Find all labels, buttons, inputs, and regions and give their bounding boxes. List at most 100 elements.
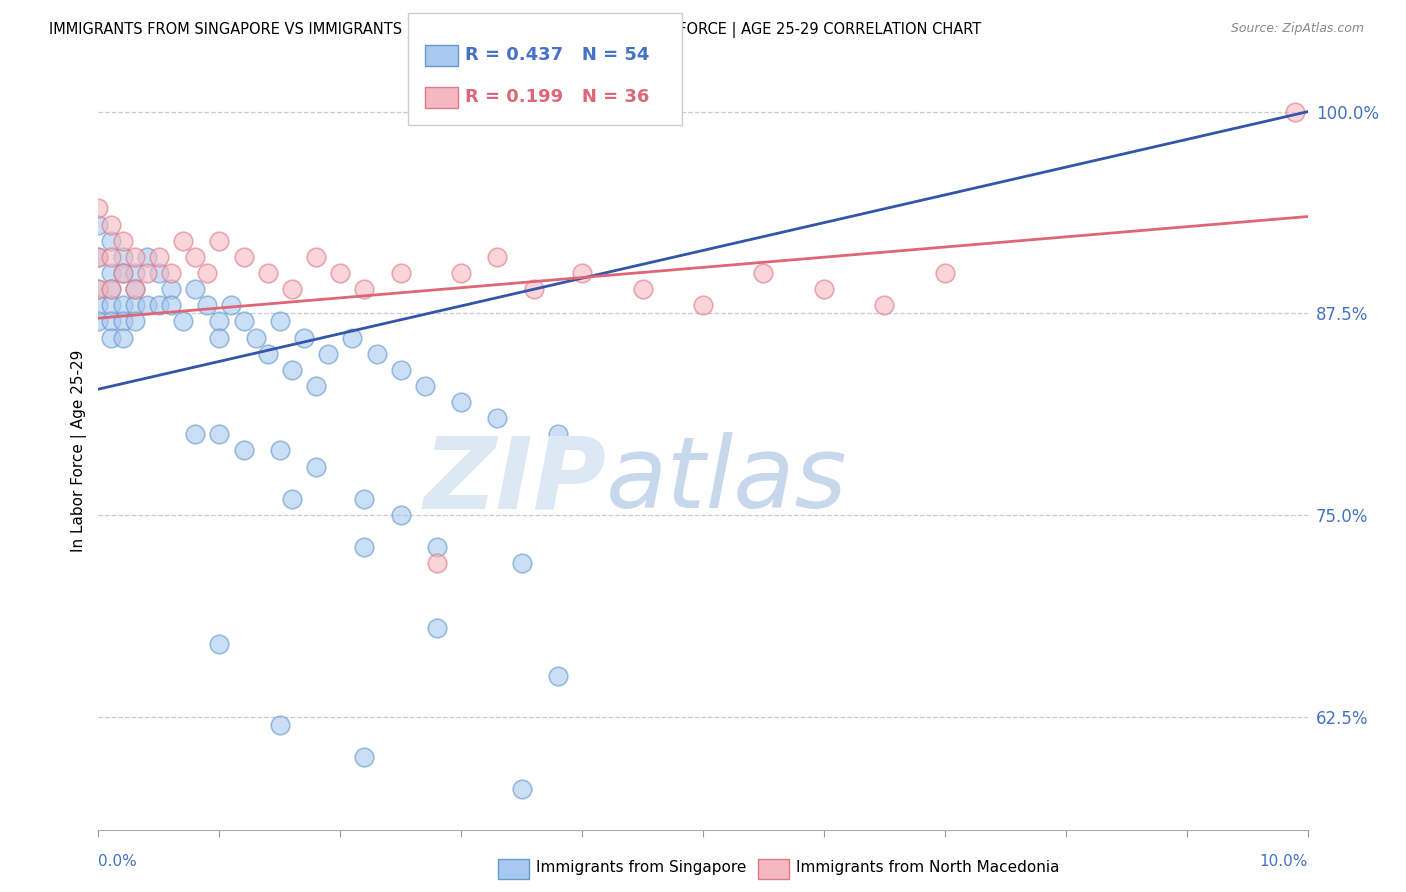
Point: [547, 427, 569, 442]
Point: [389, 508, 412, 522]
Text: R = 0.199   N = 36: R = 0.199 N = 36: [465, 88, 650, 106]
Text: Immigrants from North Macedonia: Immigrants from North Macedonia: [796, 861, 1059, 875]
Point: [100, 298, 122, 312]
Point: [353, 491, 375, 506]
Point: [124, 314, 146, 328]
Point: [426, 541, 449, 555]
Point: [100, 266, 122, 280]
Point: [111, 266, 134, 280]
Point: [523, 282, 546, 296]
Point: [124, 250, 146, 264]
Point: [813, 282, 835, 296]
Point: [100, 330, 122, 344]
Point: [342, 330, 364, 344]
Point: [184, 427, 207, 442]
Point: [148, 298, 170, 312]
Point: [547, 669, 569, 683]
Point: [87, 202, 110, 216]
Point: [245, 330, 267, 344]
Point: [232, 250, 254, 264]
Point: [148, 266, 170, 280]
Point: [631, 282, 654, 296]
Point: [184, 250, 207, 264]
Point: [426, 557, 449, 571]
Point: [195, 298, 218, 312]
Text: 0.0%: 0.0%: [98, 854, 138, 869]
Point: [1284, 104, 1306, 119]
Point: [208, 314, 231, 328]
Point: [184, 282, 207, 296]
Point: [160, 282, 183, 296]
Text: 10.0%: 10.0%: [1260, 854, 1308, 869]
Point: [305, 459, 328, 474]
Point: [752, 266, 775, 280]
Point: [281, 282, 304, 296]
Point: [450, 266, 472, 280]
Point: [208, 330, 231, 344]
Point: [135, 250, 157, 264]
Point: [208, 637, 231, 651]
Point: [389, 266, 412, 280]
Point: [486, 411, 509, 425]
Point: [571, 266, 593, 280]
Point: [87, 250, 110, 264]
Point: [256, 266, 278, 280]
Text: ZIP: ZIP: [423, 433, 606, 529]
Point: [486, 250, 509, 264]
Point: [269, 443, 291, 458]
Point: [934, 266, 956, 280]
Point: [87, 314, 110, 328]
Point: [269, 717, 291, 731]
Point: [510, 557, 533, 571]
Point: [160, 298, 183, 312]
Point: [100, 282, 122, 296]
Point: [100, 250, 122, 264]
Text: R = 0.437   N = 54: R = 0.437 N = 54: [465, 46, 650, 64]
Point: [111, 266, 134, 280]
Point: [100, 234, 122, 248]
Point: [413, 379, 436, 393]
Point: [111, 314, 134, 328]
Point: [269, 314, 291, 328]
Point: [135, 266, 157, 280]
Point: [208, 234, 231, 248]
Y-axis label: In Labor Force | Age 25-29: In Labor Force | Age 25-29: [72, 350, 87, 551]
Point: [208, 427, 231, 442]
Point: [124, 282, 146, 296]
Point: [87, 282, 110, 296]
Text: atlas: atlas: [606, 433, 848, 529]
Point: [135, 298, 157, 312]
Text: IMMIGRANTS FROM SINGAPORE VS IMMIGRANTS FROM NORTH MACEDONIA IN LABOR FORCE | AG: IMMIGRANTS FROM SINGAPORE VS IMMIGRANTS …: [49, 22, 981, 38]
Point: [281, 491, 304, 506]
Point: [232, 314, 254, 328]
Point: [124, 298, 146, 312]
Point: [316, 346, 339, 360]
Point: [221, 298, 243, 312]
Point: [873, 298, 896, 312]
Point: [305, 379, 328, 393]
Point: [111, 330, 134, 344]
Point: [87, 298, 110, 312]
Point: [111, 250, 134, 264]
Point: [232, 443, 254, 458]
Point: [172, 234, 194, 248]
Point: [100, 314, 122, 328]
Point: [100, 218, 122, 232]
Point: [426, 621, 449, 635]
Point: [510, 782, 533, 797]
Point: [353, 541, 375, 555]
Point: [87, 250, 110, 264]
Point: [450, 395, 472, 409]
Point: [195, 266, 218, 280]
Point: [281, 363, 304, 377]
Point: [100, 282, 122, 296]
Point: [292, 330, 315, 344]
Point: [111, 298, 134, 312]
Point: [87, 218, 110, 232]
Point: [256, 346, 278, 360]
Point: [172, 314, 194, 328]
Point: [87, 282, 110, 296]
Point: [692, 298, 714, 312]
Point: [124, 266, 146, 280]
Point: [353, 282, 375, 296]
